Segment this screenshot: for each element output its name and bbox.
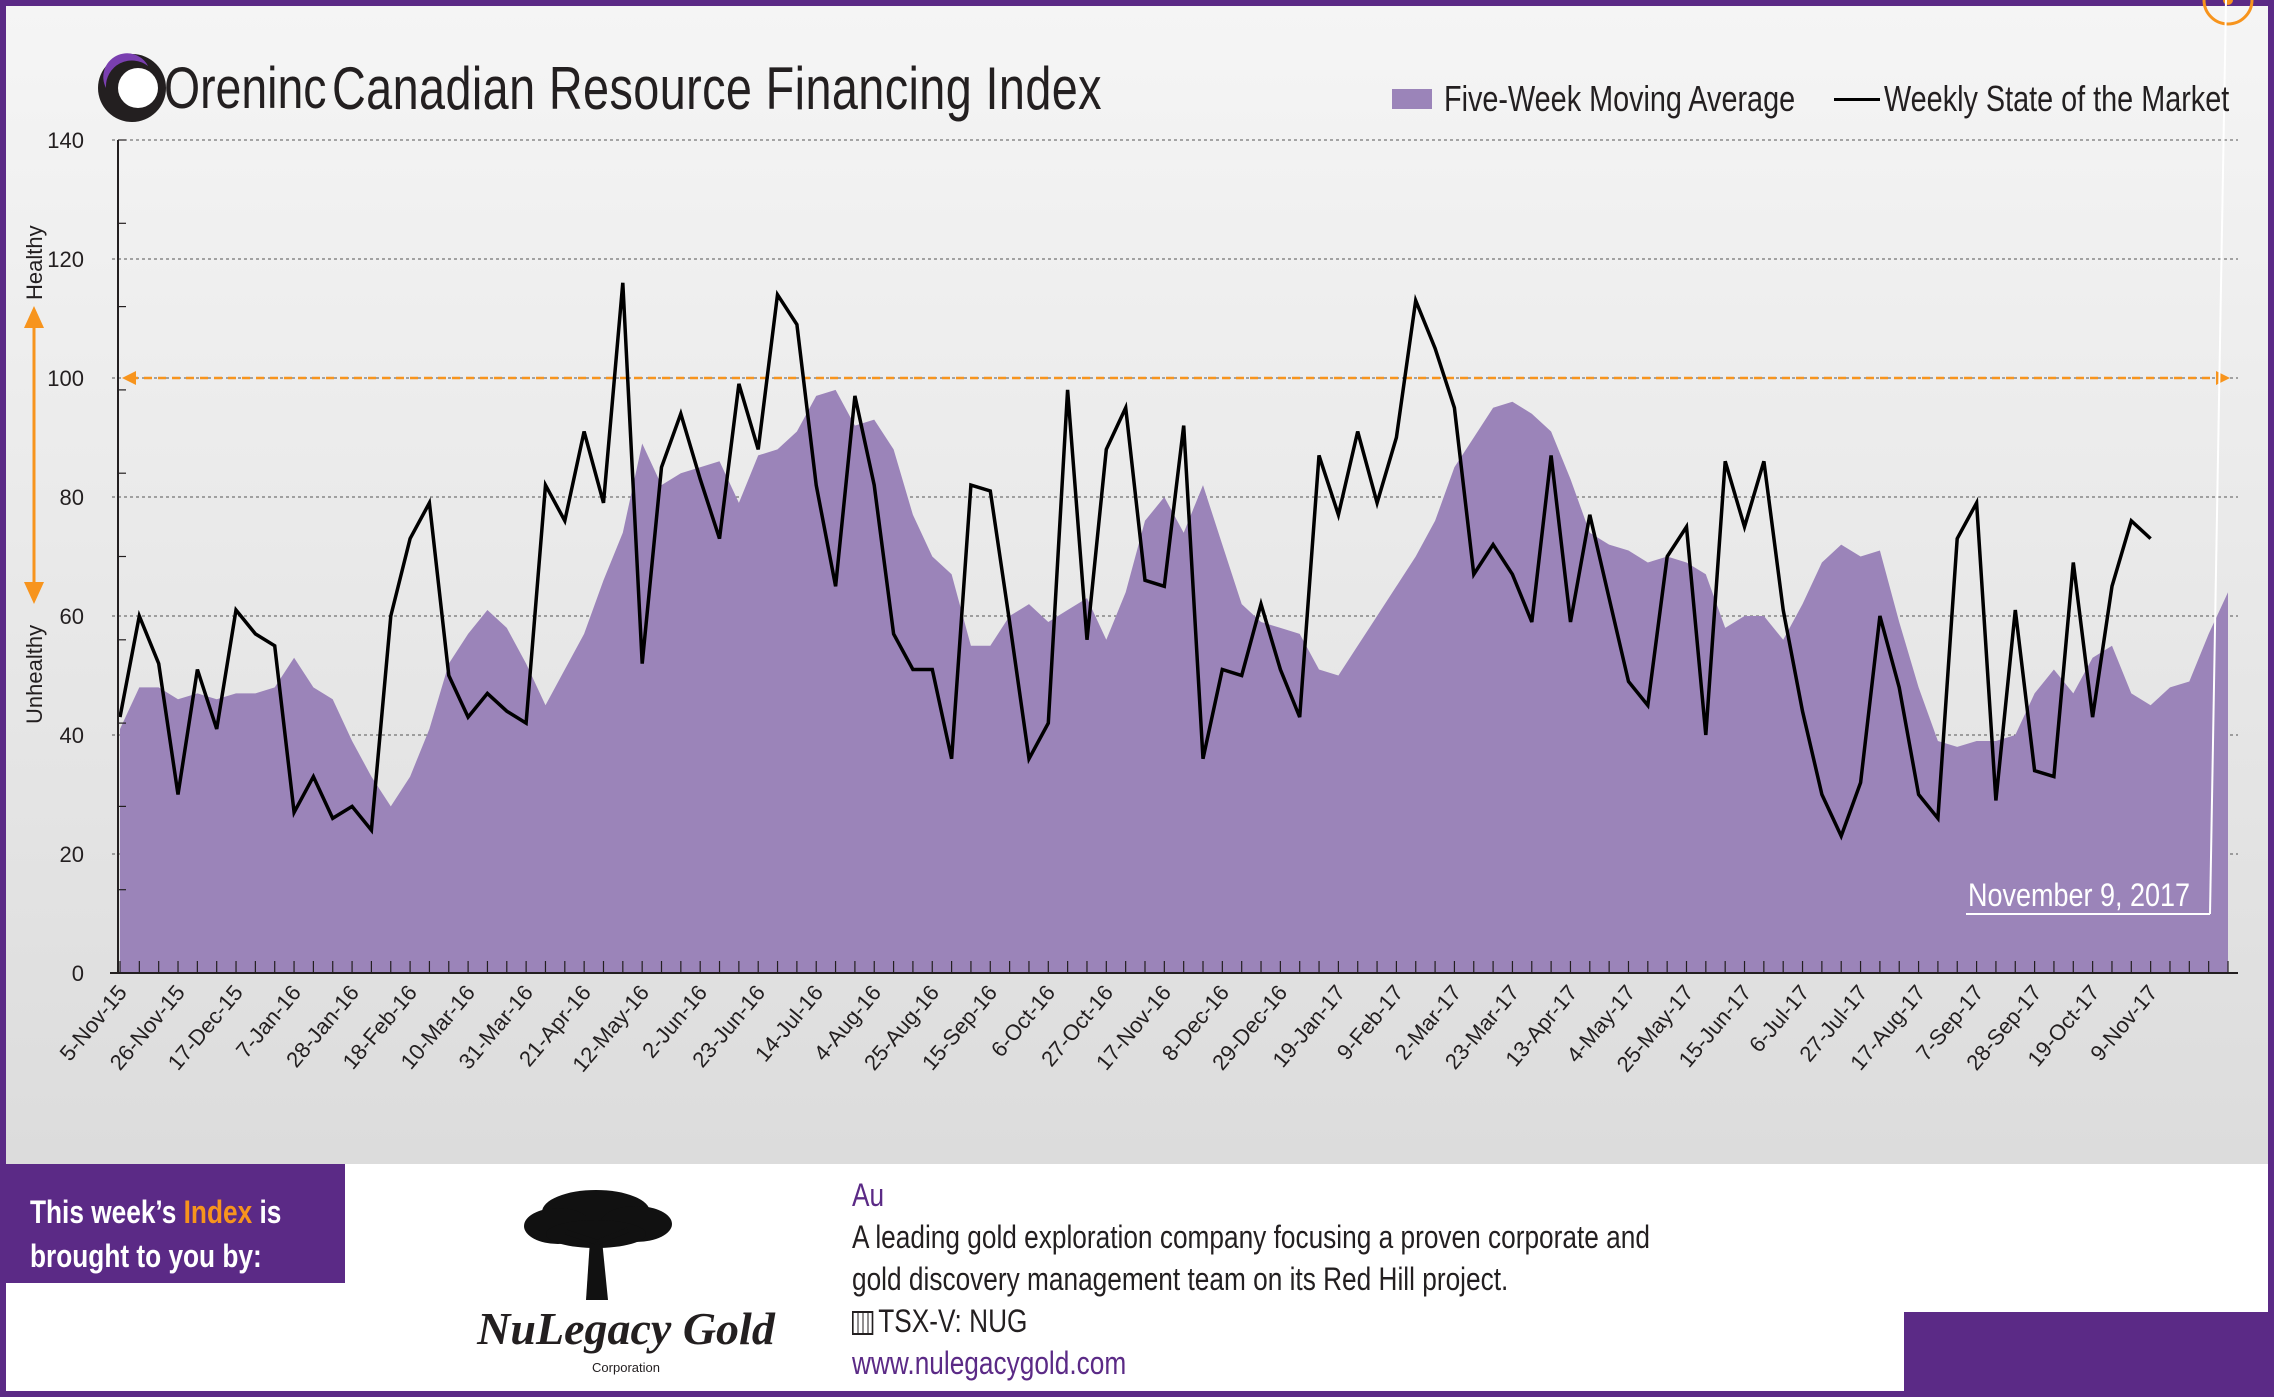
- brand-wordmark: Oreninc: [164, 55, 327, 121]
- ticker-row: TSX-V: NUG: [852, 1300, 1650, 1342]
- company-symbol: Au: [852, 1177, 885, 1213]
- legend-label: Weekly State of the Market: [1884, 78, 2230, 119]
- y-tick-label: 100: [47, 366, 84, 391]
- y-tick-label: 140: [47, 128, 84, 153]
- company-subtitle: Corporation: [592, 1360, 660, 1375]
- health-arrow-down: [24, 582, 44, 604]
- moving-average-area-shape: [120, 389, 2228, 973]
- health-arrow-up: [24, 306, 44, 328]
- weekly-market-polyline: [118, 282, 2152, 841]
- company-logo: NuLegacy Gold Corporation: [446, 1174, 806, 1384]
- sponsor-footer: This week’s Index is brought to you by: …: [6, 1164, 2268, 1391]
- company-website-link[interactable]: www.nulegacygold.com: [852, 1345, 1127, 1381]
- health-axis-indicator: Healthy Unhealthy: [22, 225, 47, 724]
- sponsor-highlight: Index: [183, 1194, 253, 1230]
- y-tick-label: 60: [60, 604, 84, 629]
- description-line: A leading gold exploration company focus…: [852, 1219, 1650, 1255]
- legend-swatch-line: [1834, 97, 1880, 101]
- chart-title-bar: Oreninc Canadian Resource Financing Inde…: [96, 52, 1319, 124]
- y-label-unhealthy: Unhealthy: [22, 625, 47, 724]
- chart-title: Canadian Resource Financing Index: [332, 54, 1102, 122]
- reference-arrow-right: [2216, 371, 2230, 385]
- sponsor-text: This week’s: [30, 1194, 184, 1230]
- sponsor-text: is: [252, 1194, 282, 1230]
- y-label-healthy: Healthy: [22, 225, 47, 300]
- y-tick-label: 40: [60, 723, 84, 748]
- y-tick-label: 120: [47, 247, 84, 272]
- legend-label: Five-Week Moving Average: [1444, 78, 1796, 119]
- chart-icon: [852, 1311, 874, 1335]
- y-tick-labels: 0 20 40 60 80 100 120 140: [47, 128, 84, 986]
- legend-swatch-area: [1392, 89, 1432, 109]
- company-name: NuLegacy Gold: [477, 1303, 775, 1354]
- tree-icon: [524, 1190, 672, 1300]
- latest-point-circle: [2202, 0, 2254, 26]
- annotation-leader: [2209, 0, 2227, 915]
- legend-item-moving-average: Five-Week Moving Average: [1392, 78, 1883, 120]
- oreninc-logo-icon: [98, 53, 166, 122]
- sponsor-banner: This week’s Index is brought to you by:: [6, 1164, 345, 1283]
- company-description: Au A leading gold exploration company fo…: [852, 1174, 1825, 1384]
- weekly-market-line: [118, 282, 2152, 841]
- moving-average-area: [120, 389, 2228, 973]
- reference-arrow-left: [122, 371, 136, 385]
- latest-point-marker: [2223, 0, 2233, 5]
- y-tick-label: 20: [60, 842, 84, 867]
- legend-item-weekly-market: Weekly State of the Market: [1834, 78, 2274, 120]
- annotation: November 9, 2017: [1966, 0, 2254, 915]
- y-tick-label: 80: [60, 485, 84, 510]
- ticker: TSX-V: NUG: [878, 1303, 1028, 1339]
- chart-svg: 0 20 40 60 80 100 120 140 5-Nov-1526-Nov-1517-D…: [22, 0, 2254, 1077]
- x-tick-labels: 5-Nov-1526-Nov-1517-Dec-157-Jan-1628-Jan…: [55, 980, 2163, 1077]
- y-tick-label: 0: [72, 961, 84, 986]
- axes: [110, 139, 2238, 974]
- sponsor-text: brought to you by:: [30, 1238, 262, 1274]
- description-line: gold discovery management team on its Re…: [852, 1261, 1509, 1297]
- annotation-label: November 9, 2017: [1968, 877, 2190, 913]
- footer-accent-block: [1904, 1312, 2268, 1391]
